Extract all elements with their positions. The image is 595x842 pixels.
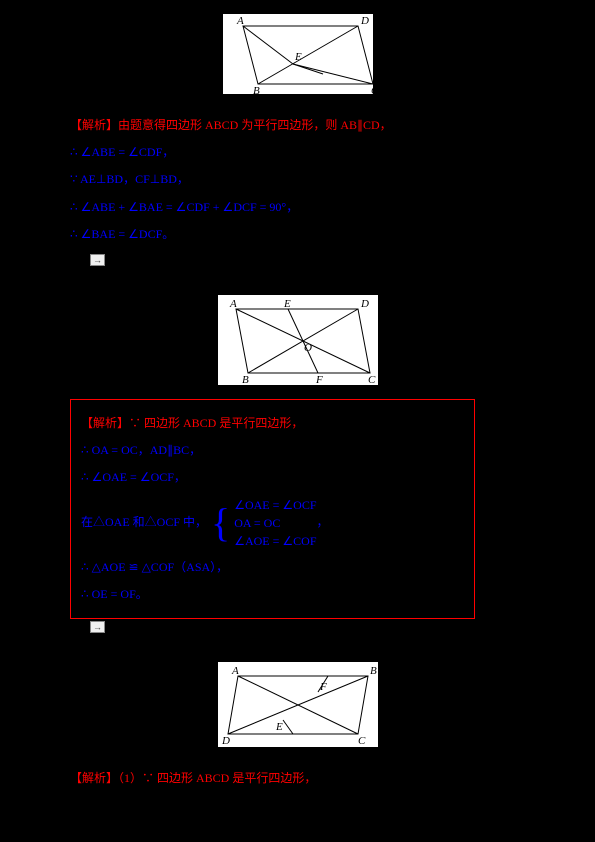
label-a2: A [229,298,237,310]
sol2-line1: 【解析】∵ 四边形 ABCD 是平行四边形， [81,414,464,433]
label-f2: F [315,374,323,385]
sol2-line5: ∴ △AOE ≌ △COF（ASA）， [81,558,464,577]
brace-item2: OA = OC [234,514,316,532]
label-a: A [236,15,244,27]
sol1-line4: ∴ ∠ABE + ∠BAE = ∠CDF + ∠DCF = 90°， [70,198,595,217]
solution2-box: 【解析】∵ 四边形 ABCD 是平行四边形， ∴ OA = OC，AD∥BC， … [70,399,475,619]
label-d2: D [360,298,369,310]
figure-parallelogram-2: A D B C E F O [218,295,378,385]
label-c3: C [358,735,366,747]
label-b: B [253,85,260,94]
label-f3: F [319,681,327,693]
label-c: C [371,85,373,94]
sol2-prefix: 在△OAE 和△OCF 中， [81,513,207,532]
figure-parallelogram-3: A B D C E F [218,662,378,747]
label-e: E [294,51,302,63]
label-e2: E [283,298,291,310]
label-c2: C [368,374,376,385]
sol2-line6: ∴ OE = OF。 [81,585,464,604]
label-b2: B [242,374,249,385]
sol2-line2: ∴ OA = OC，AD∥BC， [81,441,464,460]
brace-left: { [211,503,230,543]
sol1-line2: ∴ ∠ABE = ∠CDF， [70,143,595,162]
figure-parallelogram-1: A D B C E [223,14,373,94]
sol1-line1: 【解析】由题意得四边形 ABCD 为平行四边形，则 AB∥CD， [70,116,595,135]
brace-suffix: ， [317,513,329,532]
sol3-line1: 【解析】（1）∵ 四边形 ABCD 是平行四边形， [70,769,595,788]
label-b3: B [370,665,377,677]
sol2-line3: ∴ ∠OAE = ∠OCF， [81,468,464,487]
link-icon-1[interactable]: → [90,254,105,266]
label-d3: D [221,735,230,747]
label-a3: A [231,665,239,677]
sol1-line5: ∴ ∠BAE = ∠DCF。 [70,225,595,244]
label-d: D [360,15,369,27]
label-e3: E [275,721,283,733]
label-o2: O [304,342,312,354]
link-icon-2[interactable]: → [90,621,105,633]
brace-item3: ∠AOE = ∠COF [234,532,316,550]
sol2-line4: 在△OAE 和△OCF 中， { ∠OAE = ∠OCF OA = OC ∠AO… [81,496,464,550]
brace-item1: ∠OAE = ∠OCF [234,496,316,514]
sol1-line3: ∵ AE⊥BD，CF⊥BD， [70,170,595,189]
